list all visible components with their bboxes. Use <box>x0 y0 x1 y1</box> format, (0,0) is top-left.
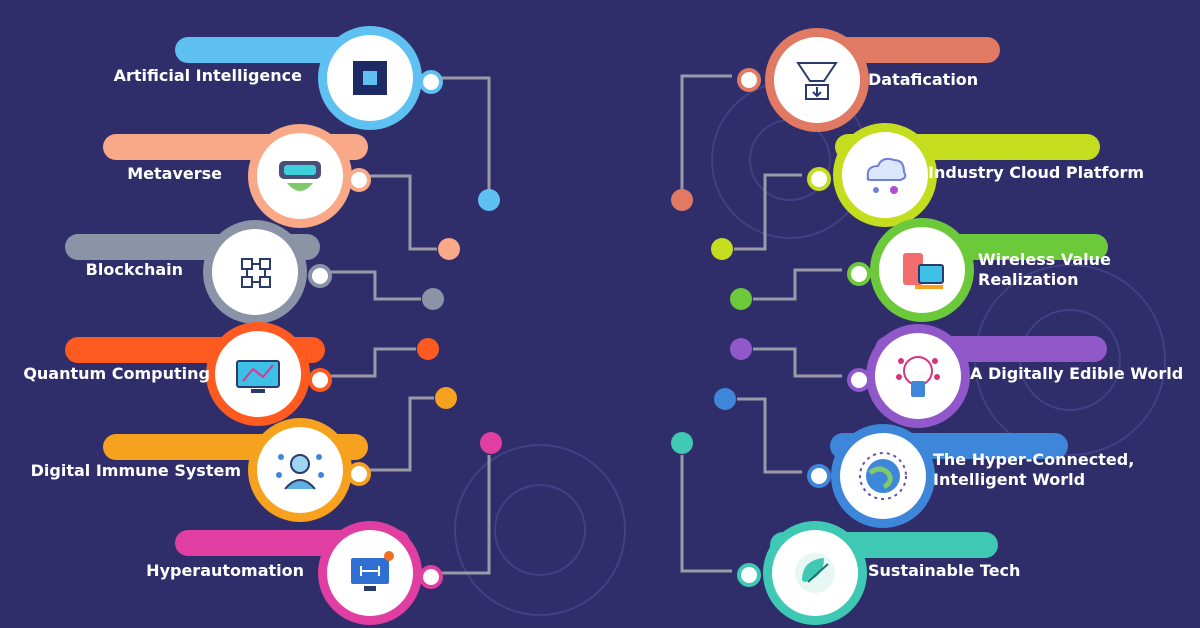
topic-node-dot <box>417 338 439 360</box>
cloud-network-icon <box>866 157 907 194</box>
topic-label: Sustainable Tech <box>868 561 1021 580</box>
ai-chip-icon <box>353 61 387 95</box>
topic-knob <box>737 68 761 92</box>
topic-label: Blockchain <box>85 260 183 279</box>
gear-outline-icon <box>454 444 626 616</box>
topic-node-dot <box>714 388 736 410</box>
topic-knob <box>347 462 371 486</box>
data-funnel-icon <box>774 37 860 123</box>
topic-label: Metaverse <box>127 164 222 183</box>
topic-knob <box>419 70 443 94</box>
immune-system-person-icon <box>257 427 343 513</box>
data-funnel-icon <box>796 62 838 100</box>
ai-chip-icon <box>327 35 413 121</box>
topic-node-dot <box>671 432 693 454</box>
blockchain-cubes-icon <box>241 258 271 288</box>
quantum-monitor-icon <box>236 360 280 393</box>
vr-headset-icon <box>257 133 343 219</box>
topic-node-dot <box>478 189 500 211</box>
topic-knob <box>847 368 871 392</box>
quantum-monitor-icon <box>215 331 301 417</box>
immune-system-person-icon <box>276 454 324 490</box>
topic-node-dot <box>480 432 502 454</box>
vr-headset-icon <box>279 161 321 191</box>
topic-label: The Hyper-Connected, Intelligent World <box>933 450 1135 489</box>
topic-node-dot <box>422 288 444 310</box>
topic-knob <box>308 368 332 392</box>
topic-knob <box>807 167 831 191</box>
topic-label: Digital Immune System <box>30 461 241 480</box>
automation-monitor-icon <box>327 530 413 616</box>
topic-node-dot <box>438 238 460 260</box>
topic-label: Quantum Computing <box>23 364 210 383</box>
topic-label: Datafication <box>868 70 979 89</box>
topic-knob <box>807 464 831 488</box>
topic-knob <box>847 262 871 286</box>
cloud-network-icon <box>842 132 928 218</box>
wireless-devices-icon <box>903 253 944 289</box>
topic-label: Industry Cloud Platform <box>928 163 1145 182</box>
topic-knob <box>308 264 332 288</box>
topic-node-dot <box>730 288 752 310</box>
digital-tree-icon <box>896 356 940 397</box>
topic-label: Wireless Value Realization <box>978 250 1111 289</box>
topic-node-dot <box>711 238 733 260</box>
automation-monitor-icon <box>351 551 394 591</box>
connected-globe-icon <box>840 433 926 519</box>
topic-label: Artificial Intelligence <box>113 66 302 85</box>
topic-knob <box>737 563 761 587</box>
topic-node-dot <box>435 387 457 409</box>
recycle-leaf-icon <box>772 530 858 616</box>
connected-globe-icon <box>859 452 907 500</box>
blockchain-cubes-icon <box>212 229 298 315</box>
wireless-devices-icon <box>879 227 965 313</box>
digital-tree-icon <box>875 333 961 419</box>
topic-label: Hyperautomation <box>146 561 304 580</box>
topic-node-dot <box>671 189 693 211</box>
topic-knob <box>419 565 443 589</box>
topic-node-dot <box>730 338 752 360</box>
topic-knob <box>347 168 371 192</box>
recycle-leaf-icon <box>795 553 835 593</box>
topic-label: A Digitally Edible World <box>970 364 1184 383</box>
